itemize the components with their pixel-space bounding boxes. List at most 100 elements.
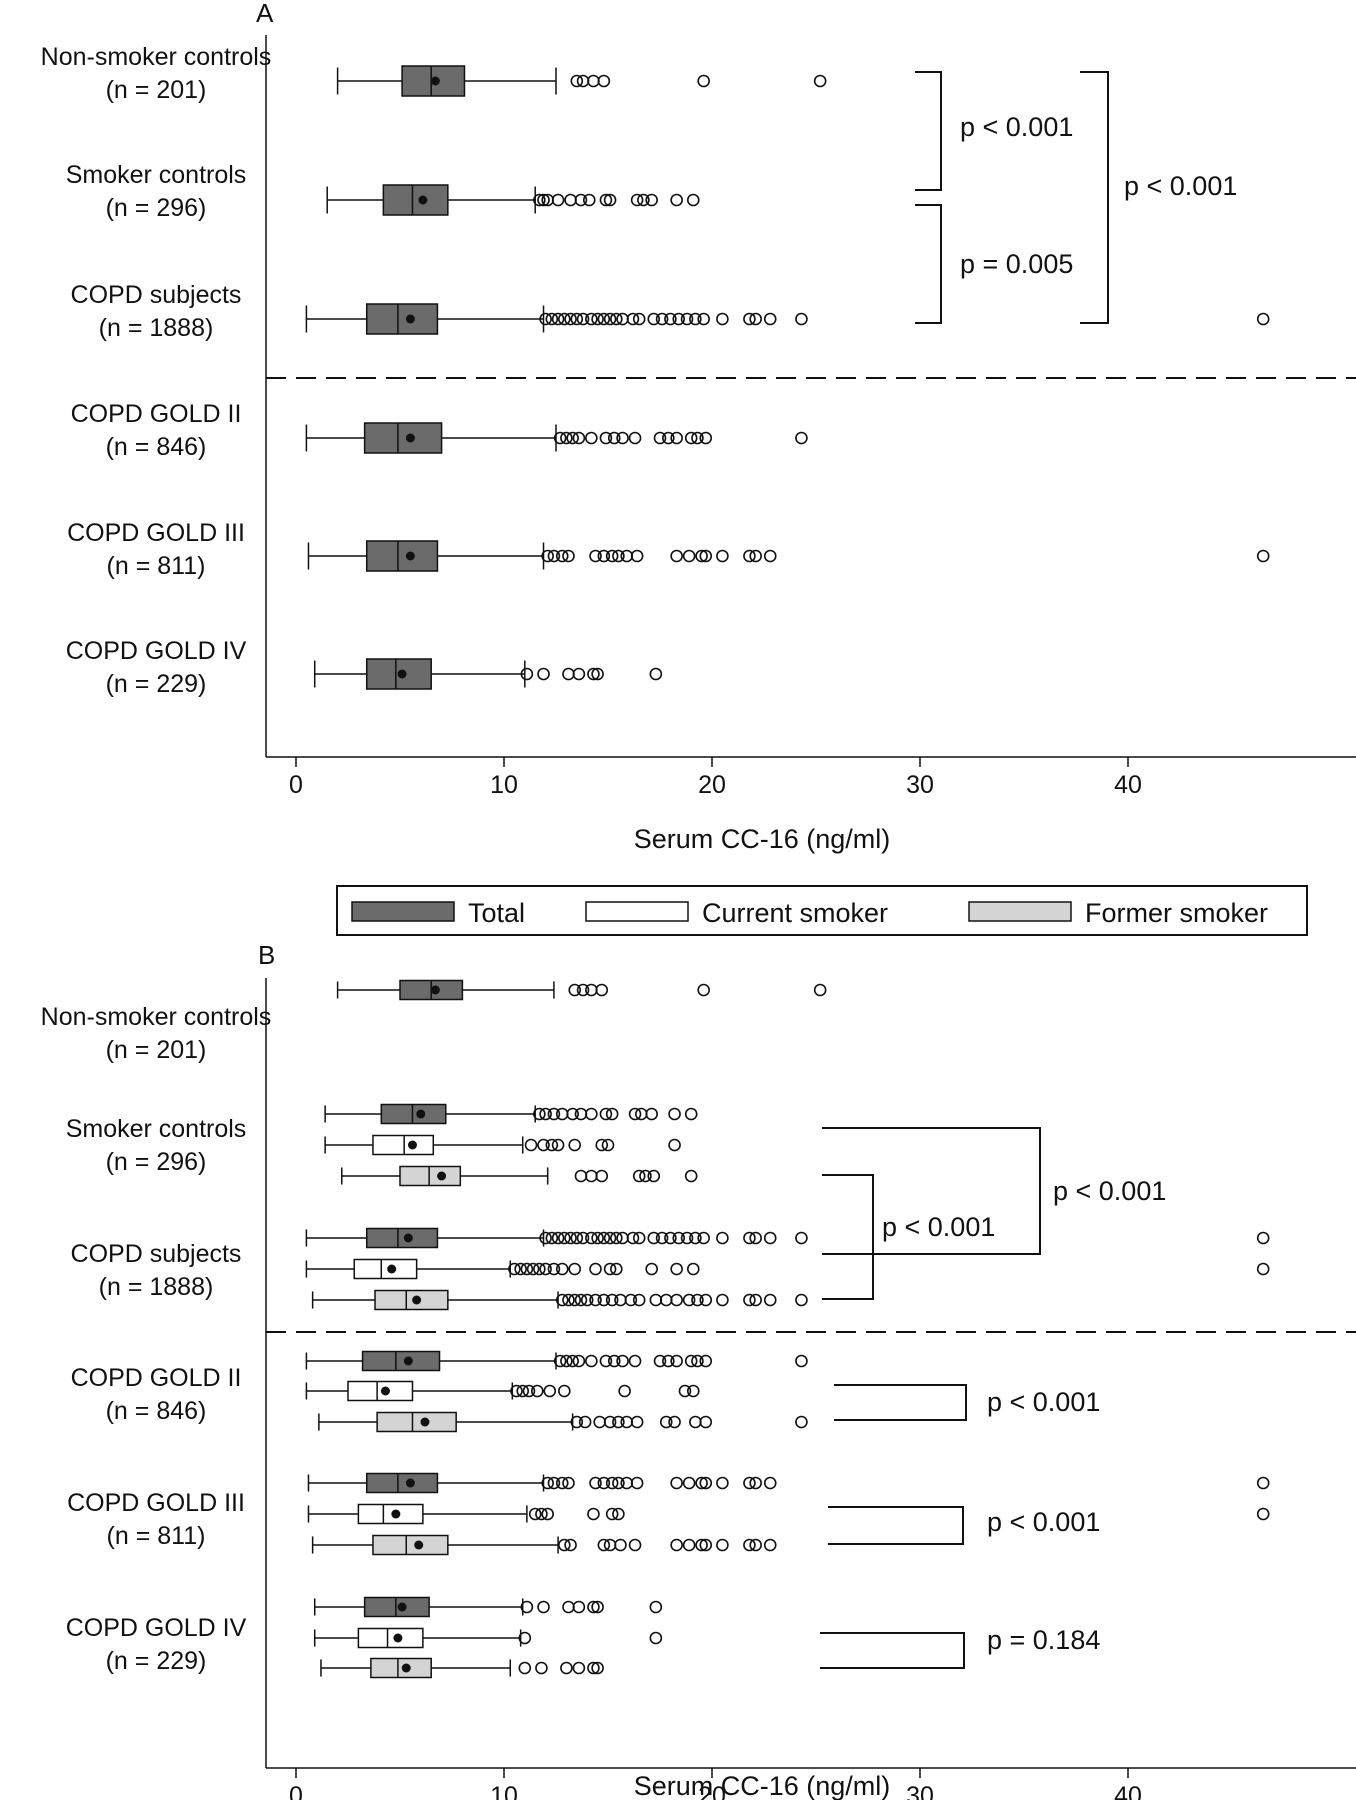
outlier-point bbox=[749, 1538, 762, 1552]
outlier-point bbox=[763, 1476, 777, 1490]
outlier-point bbox=[589, 1476, 602, 1490]
panel-a: A Non-smoker controls (n = 201) Smoker con… bbox=[41, 0, 1356, 854]
mean-dot bbox=[393, 1633, 403, 1643]
pvalue-b-2: p < 0.001 bbox=[1053, 1176, 1166, 1206]
outlier-point bbox=[610, 312, 623, 326]
legend-label-total: Total bbox=[468, 898, 525, 928]
outlier-point bbox=[551, 193, 565, 207]
outlier-point bbox=[678, 1384, 692, 1398]
outlier-point bbox=[574, 193, 588, 207]
outlier-point bbox=[691, 1293, 704, 1307]
mean-dot bbox=[387, 1264, 397, 1274]
outlier-point bbox=[560, 1661, 573, 1675]
outlier-point bbox=[535, 1507, 548, 1521]
outlier-point bbox=[645, 193, 658, 207]
outlier-point bbox=[593, 1415, 606, 1429]
outlier-point bbox=[570, 1231, 584, 1245]
x-ticks-a: 0 10 20 30 40 bbox=[289, 757, 1142, 799]
outlier-point bbox=[689, 1415, 702, 1429]
outlier-point bbox=[605, 1107, 619, 1121]
outlier-point bbox=[572, 1600, 586, 1614]
outlier-point bbox=[537, 1138, 550, 1152]
outlier-point bbox=[699, 1538, 713, 1552]
group-label: COPD subjects bbox=[71, 281, 242, 309]
group-label: (n = 846) bbox=[106, 433, 207, 461]
group-label: (n = 811) bbox=[107, 552, 206, 580]
outlier-point bbox=[682, 1476, 696, 1490]
group-label: (n = 296) bbox=[106, 194, 207, 222]
outlier-point bbox=[628, 1538, 642, 1552]
outlier-point bbox=[568, 1262, 582, 1276]
outlier-point bbox=[632, 1293, 646, 1307]
outlier-point bbox=[551, 312, 565, 326]
mean-dot bbox=[397, 669, 407, 679]
outlier-point bbox=[743, 1231, 756, 1245]
outlier-point bbox=[1256, 1262, 1270, 1276]
outlier-point bbox=[672, 1231, 686, 1245]
outlier-point bbox=[684, 431, 698, 445]
mean-dot bbox=[420, 1417, 430, 1427]
outlier-point bbox=[743, 1293, 756, 1307]
mean-dot bbox=[412, 1295, 422, 1305]
outlier-point bbox=[664, 1231, 677, 1245]
box bbox=[347, 1380, 414, 1402]
outlier-point bbox=[695, 1476, 708, 1490]
outlier-point bbox=[632, 312, 646, 326]
outlier-point bbox=[653, 1354, 667, 1368]
outlier-point bbox=[585, 1231, 598, 1245]
outlier-point bbox=[630, 549, 644, 563]
box bbox=[363, 422, 443, 454]
outlier-point bbox=[591, 1661, 604, 1675]
panel-label-b: B bbox=[258, 940, 275, 970]
outlier-point bbox=[749, 1293, 762, 1307]
group-label: COPD subjects bbox=[71, 1240, 242, 1268]
outlier-point bbox=[649, 1293, 663, 1307]
outlier-point bbox=[763, 1231, 777, 1245]
outlier-point bbox=[653, 431, 667, 445]
legend-swatch-total bbox=[351, 901, 455, 922]
outlier-point bbox=[589, 1293, 602, 1307]
outlier-point bbox=[649, 667, 663, 681]
outlier-point bbox=[572, 1661, 586, 1675]
outlier-point bbox=[670, 193, 683, 207]
group-labels-a: Non-smoker controls (n = 201) Smoker contr… bbox=[41, 43, 272, 698]
outlier-point bbox=[564, 312, 577, 326]
outlier-point bbox=[558, 1384, 571, 1398]
outlier-point bbox=[684, 1107, 698, 1121]
boxes-b bbox=[305, 979, 1270, 1679]
mean-dot bbox=[405, 1478, 415, 1488]
outlier-point bbox=[603, 1231, 617, 1245]
pvalue-a-3: p < 0.001 bbox=[1124, 171, 1237, 201]
outlier-point bbox=[1256, 1507, 1270, 1521]
outlier-point bbox=[749, 1231, 762, 1245]
outlier-point bbox=[670, 1293, 683, 1307]
outlier-point bbox=[813, 983, 827, 997]
outlier-point bbox=[628, 1354, 642, 1368]
outlier-point bbox=[537, 193, 550, 207]
x-tick-label: 20 bbox=[698, 1782, 726, 1800]
outlier-point bbox=[716, 1231, 729, 1245]
outlier-point bbox=[524, 1138, 538, 1152]
outlier-point bbox=[585, 431, 598, 445]
mean-dot bbox=[397, 1602, 407, 1612]
outlier-point bbox=[699, 1354, 713, 1368]
outlier-point bbox=[749, 1476, 762, 1490]
group-label: COPD GOLD II bbox=[71, 1364, 242, 1392]
outlier-point bbox=[691, 431, 704, 445]
outlier-point bbox=[672, 312, 686, 326]
outlier-point bbox=[555, 549, 569, 563]
outlier-point bbox=[682, 549, 696, 563]
bracket-a-2 bbox=[915, 204, 942, 324]
outlier-point bbox=[680, 1231, 694, 1245]
legend-label-former: Former smoker bbox=[1085, 898, 1268, 928]
outlier-point bbox=[603, 312, 617, 326]
outlier-point bbox=[558, 312, 571, 326]
outlier-point bbox=[605, 1293, 619, 1307]
outlier-point bbox=[597, 1476, 611, 1490]
outlier-point bbox=[1256, 1231, 1270, 1245]
outlier-point bbox=[518, 1631, 532, 1645]
bracket-b-total bbox=[822, 1127, 1041, 1255]
mean-dot bbox=[437, 1171, 447, 1181]
outlier-point bbox=[585, 983, 598, 997]
outlier-point bbox=[541, 549, 554, 563]
